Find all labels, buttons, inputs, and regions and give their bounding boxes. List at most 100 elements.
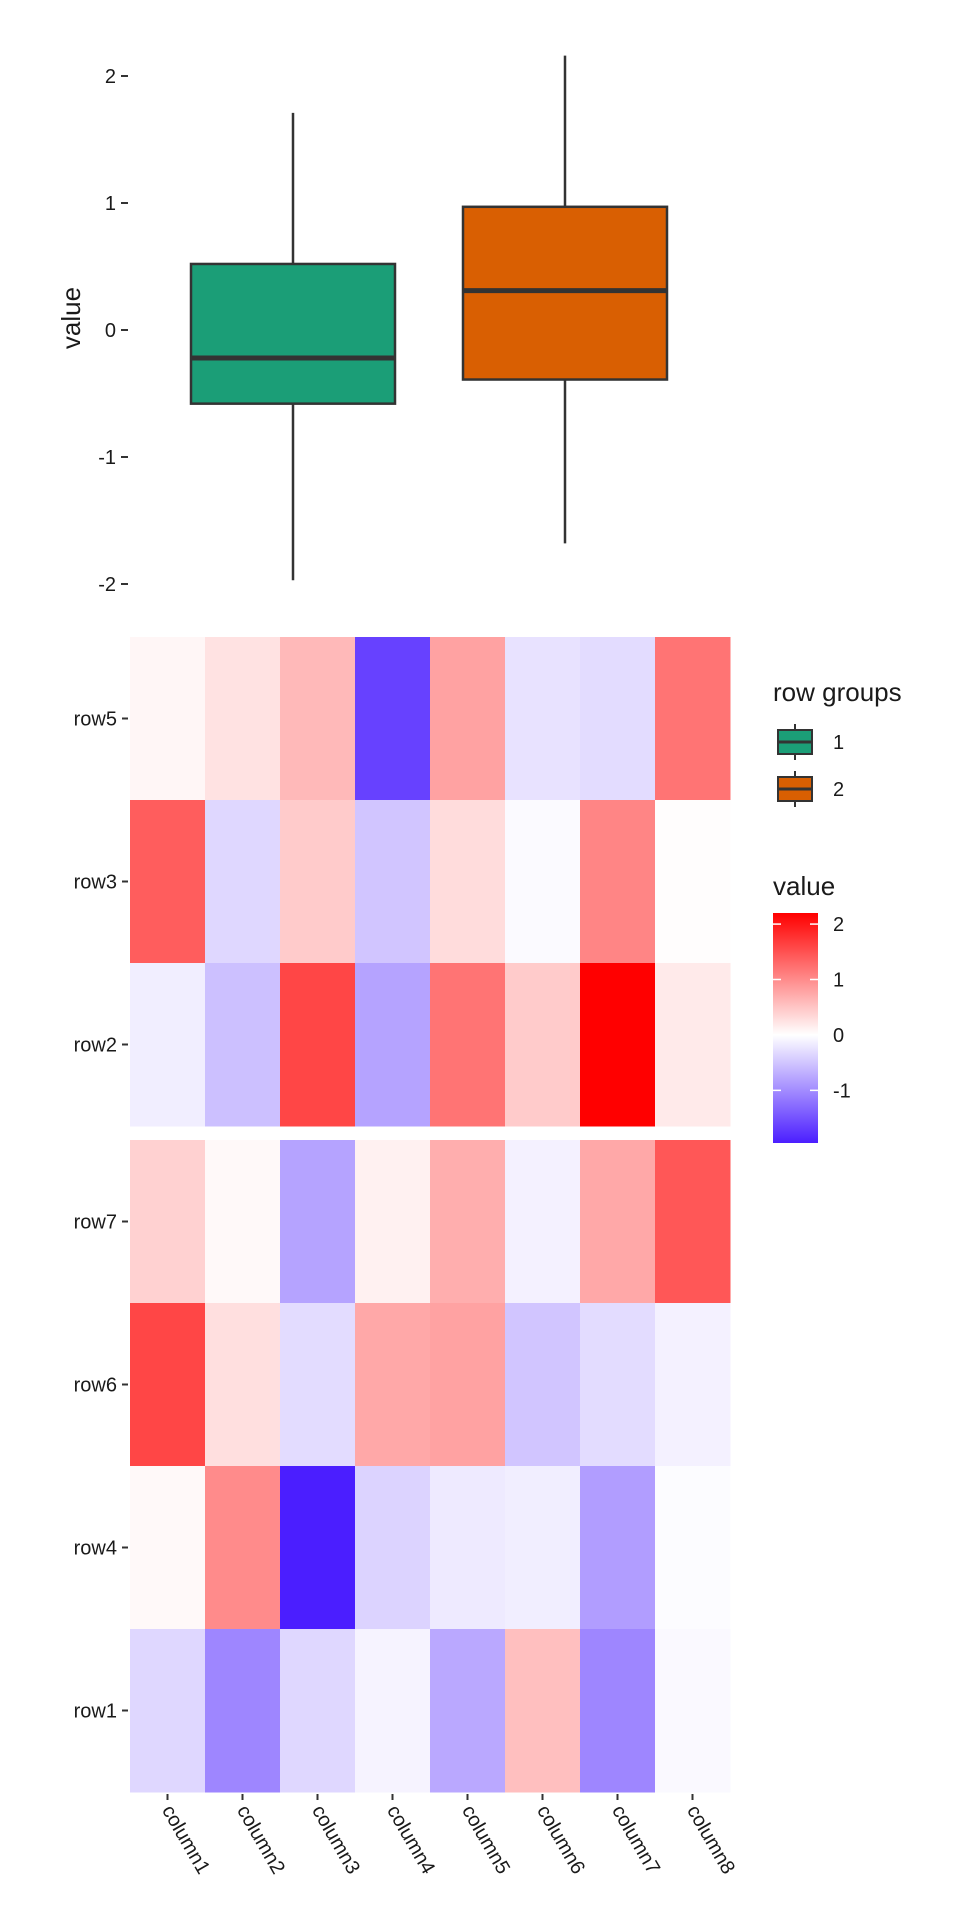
heatmap-cell xyxy=(130,637,206,801)
legend-value-tick-label: 0 xyxy=(833,1025,844,1047)
heatmap-cell xyxy=(430,1303,506,1467)
boxplot-box xyxy=(461,205,669,381)
legend-value: value 2 1 0 -1 xyxy=(773,871,851,1143)
heatmap-cell xyxy=(355,1303,431,1467)
heatmap-cell xyxy=(430,1466,506,1630)
heatmap-column-label: column6 xyxy=(532,1802,589,1878)
heatmap-cell xyxy=(505,1629,581,1793)
heatmap-column-label: column4 xyxy=(382,1802,439,1878)
legend-value-colorbar xyxy=(773,913,818,1143)
heatmap-row-labels: row5 row3 row2 row7 row6 row4 row1 xyxy=(74,709,128,1723)
heatmap-cell xyxy=(580,800,656,964)
heatmap-column-label: column5 xyxy=(457,1802,514,1878)
heatmap-cell xyxy=(430,800,506,964)
heatmap-cell xyxy=(655,800,731,964)
heatmap-cell xyxy=(505,1140,581,1304)
boxplot-panel: value 2 1 0 -1 -2 xyxy=(56,55,669,596)
heatmap-row-label: row3 xyxy=(74,872,117,894)
heatmap-cell xyxy=(280,1140,356,1304)
heatmap-cell xyxy=(655,963,731,1127)
boxplot-y-tick-label: 1 xyxy=(105,193,116,215)
heatmap-cell xyxy=(205,637,281,801)
heatmap-cell xyxy=(280,1466,356,1630)
heatmap-cell xyxy=(355,1629,431,1793)
boxplot-y-axis-label: value xyxy=(56,287,86,349)
heatmap-column-label: column1 xyxy=(157,1802,214,1878)
heatmap-cell xyxy=(505,1466,581,1630)
boxplot-box xyxy=(189,262,397,405)
boxplot-y-tick-label: -2 xyxy=(98,574,116,596)
legend-row-groups: row groups 12 xyxy=(773,677,902,807)
heatmap-cell xyxy=(130,800,206,964)
heatmap-cell xyxy=(355,800,431,964)
heatmap-cell xyxy=(580,1140,656,1304)
legend-value-tick-label: 2 xyxy=(833,914,844,936)
heatmap-cell xyxy=(130,963,206,1127)
heatmap-cell xyxy=(505,800,581,964)
heatmap-cell xyxy=(505,963,581,1127)
heatmap-row-label: row6 xyxy=(74,1375,117,1397)
heatmap-row-label: row5 xyxy=(74,709,117,731)
heatmap-row-label: row1 xyxy=(74,1701,117,1723)
heatmap-cell xyxy=(355,637,431,801)
heatmap-cell xyxy=(655,1303,731,1467)
heatmap-cell xyxy=(205,963,281,1127)
heatmap-column-labels: column1 column2 column3 column4 column5 colum… xyxy=(157,1794,739,1878)
heatmap-cell xyxy=(205,1466,281,1630)
legend-value-tick-label: 1 xyxy=(833,970,844,992)
heatmap-column-label: column2 xyxy=(232,1802,289,1878)
heatmap-cell xyxy=(355,963,431,1127)
heatmap-cell xyxy=(130,1466,206,1630)
legend-key-label: 1 xyxy=(833,732,844,754)
heatmap-cell xyxy=(205,800,281,964)
heatmap-cell xyxy=(280,963,356,1127)
boxplot-y-axis: 2 1 0 -1 -2 xyxy=(98,66,128,596)
legend-value-tick-label: -1 xyxy=(833,1080,851,1102)
heatmap-cell xyxy=(580,1466,656,1630)
heatmap-cell xyxy=(505,637,581,801)
heatmap-cell xyxy=(280,637,356,801)
heatmap-cell xyxy=(580,1303,656,1467)
heatmap-column-label: column7 xyxy=(607,1802,664,1878)
heatmap-row-label: row2 xyxy=(74,1035,117,1057)
heatmap-cell xyxy=(205,1303,281,1467)
heatmap-row-label: row4 xyxy=(74,1538,117,1560)
boxplot-y-tick-label: -1 xyxy=(98,447,116,469)
heatmap-cell xyxy=(580,963,656,1127)
heatmap-cell xyxy=(655,1629,731,1793)
heatmap-cell xyxy=(205,1140,281,1304)
heatmap-cell xyxy=(430,1140,506,1304)
heatmap-cell xyxy=(280,1629,356,1793)
heatmap-cell xyxy=(205,1629,281,1793)
heatmap-cell xyxy=(130,1629,206,1793)
heatmap-cell xyxy=(430,637,506,801)
legend-value-title: value xyxy=(773,871,835,901)
heatmap-cell xyxy=(580,1629,656,1793)
heatmap-cell xyxy=(655,1466,731,1630)
boxplot-boxes xyxy=(189,55,669,581)
heatmap-cell xyxy=(130,1140,206,1304)
heatmap-cell xyxy=(280,1303,356,1467)
heatmap-cell xyxy=(355,1466,431,1630)
legend-value-ticks: 2 1 0 -1 xyxy=(773,914,851,1102)
heatmap-cell xyxy=(580,637,656,801)
boxplot-y-tick-label: 2 xyxy=(105,66,116,88)
heatmap-cell xyxy=(280,800,356,964)
legend-row-groups-items: 12 xyxy=(777,724,844,807)
legend-row-groups-title: row groups xyxy=(773,677,902,707)
heatmap-cell xyxy=(655,1140,731,1304)
heatmap-cells xyxy=(130,637,731,1793)
boxplot-y-tick-label: 0 xyxy=(105,320,116,342)
legend-key-label: 2 xyxy=(833,779,844,801)
heatmap-cell xyxy=(505,1303,581,1467)
heatmap-cell xyxy=(430,963,506,1127)
heatmap-cell xyxy=(655,637,731,801)
heatmap-cell xyxy=(430,1629,506,1793)
heatmap-cell xyxy=(130,1303,206,1467)
heatmap-row-label: row7 xyxy=(74,1212,117,1234)
heatmap-column-label: column8 xyxy=(682,1802,739,1878)
heatmap-column-label: column3 xyxy=(307,1802,364,1878)
heatmap-cell xyxy=(355,1140,431,1304)
